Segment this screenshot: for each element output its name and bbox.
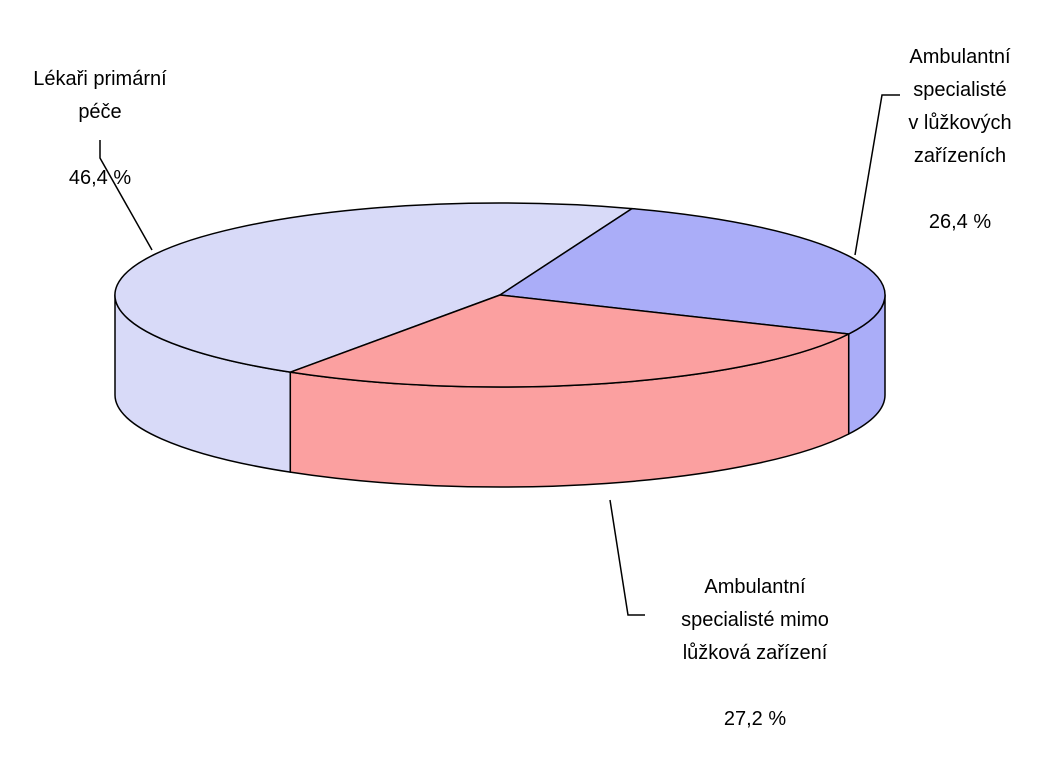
slice-label: Ambulantní specialisté mimo lůžková zaří… xyxy=(635,538,875,769)
value-label: 26,4 % xyxy=(928,211,992,233)
value-label: 46,4 % xyxy=(68,167,132,189)
category-label: Ambulantní specialisté v lůžkových zaříz… xyxy=(908,46,1012,167)
page: {"chart_data": {"type": "pie3d", "catego… xyxy=(0,8,1049,730)
pie-tops xyxy=(114,202,886,388)
pie-slice xyxy=(289,294,850,388)
leader-line xyxy=(854,94,900,256)
leader-line xyxy=(609,499,645,616)
pie xyxy=(114,202,886,488)
category-label: Ambulantní specialisté mimo lůžková zaří… xyxy=(681,576,829,664)
slice-label: Ambulantní specialisté v lůžkových zaříz… xyxy=(870,8,1049,272)
leader-line xyxy=(99,140,153,251)
chart xyxy=(99,94,900,616)
category-label: Lékaři primární péče xyxy=(33,68,167,123)
pie-sides xyxy=(114,294,886,488)
slice-label: Lékaři primární péče 46,4 % xyxy=(0,30,200,228)
pie-slice xyxy=(499,207,886,335)
pie-slice xyxy=(114,202,633,373)
value-label: 27,2 % xyxy=(723,708,787,730)
